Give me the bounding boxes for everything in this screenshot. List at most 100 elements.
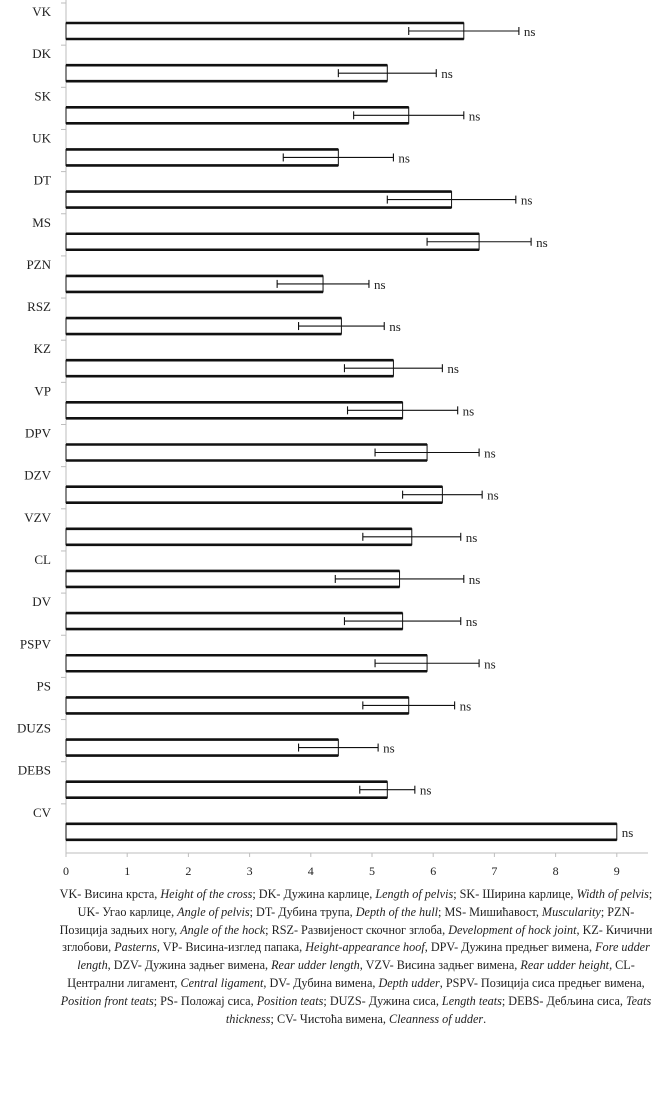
caption-text: , DZV- Дужина задњег вимена, [107,958,272,973]
caption-term-english: Muscularity [541,904,601,919]
category-label: RSZ [27,299,51,314]
caption-text: , PSPV- Позиција сиса предњег вимена, [439,975,645,990]
caption-term-english: Height of the cross [160,887,253,901]
significance-label: ns [466,614,478,629]
bar [65,486,443,504]
caption-text: ; DK- Дужина карлице, [252,887,376,901]
bar [65,823,618,841]
significance-label: ns [441,66,453,81]
caption-text: ; PZN- Позиција задњих ногу, [59,904,635,937]
category-label: DZV [24,468,51,483]
caption-term-english: Depth of the hull [355,904,439,919]
category-label: UK [32,130,51,145]
caption-text: , KZ- Кичични зглобови, [62,922,652,955]
significance-label: ns [447,361,459,376]
figure-caption: VK- Висина крста, Height of the cross; D… [58,886,652,1028]
bar [65,781,388,799]
category-label: PZN [26,257,51,272]
bar [65,654,428,672]
category-label: CV [33,805,52,820]
significance-label: ns [622,825,634,840]
caption-text: ; DT- Дубина трупа, [249,904,356,919]
caption-text: , CL- Централни лигамент, [67,958,635,990]
category-label: DV [32,594,51,609]
significance-label: ns [374,277,386,292]
caption-text: VK- Висина крста, [59,887,161,901]
x-tick-label: 9 [614,864,620,878]
caption-term-english: Angle of pelvis [177,904,250,919]
x-tick-label: 2 [185,864,191,878]
caption-term-english: Position front teats [60,993,154,1008]
x-tick-label: 1 [124,864,130,878]
caption-text: ; MS- Мишићавост, [438,904,542,919]
significance-label: ns [398,150,410,165]
caption-term-english: Pasterns [114,940,157,955]
category-label: DK [32,46,51,61]
caption-term-english: Rear udder length [271,958,360,973]
category-label: PSPV [20,636,52,651]
caption-text: , VP- Висина-изглед папака, [156,940,306,955]
x-tick-label: 4 [308,864,314,878]
significance-label: ns [469,572,481,587]
significance-label: ns [484,446,496,461]
x-tick-label: 6 [430,864,436,878]
category-label: PS [37,678,51,693]
significance-label: ns [536,235,548,250]
category-label: VP [34,383,51,398]
bar [65,22,465,40]
category-label: DUZS [17,721,51,736]
category-label: CL [34,552,51,567]
x-tick-label: 0 [63,864,69,878]
significance-label: ns [487,488,499,503]
caption-text: ; CV- Чистоћа вимена, [270,1011,389,1026]
caption-text: . [483,1011,487,1026]
caption-term-english: Depth udder [378,975,440,990]
category-label: DEBS [18,763,51,778]
significance-label: ns [463,403,475,418]
bar [65,233,480,251]
caption-text: ; SK- Ширина карлице, [453,887,577,901]
bar-chart: 0 1 2 3 4 5 6 7 8 9 VK ns DK ns SK ns UK ns DT ns MS ns PZN ns R… [17,0,648,878]
significance-label: ns [524,24,536,39]
x-tick-label: 3 [247,864,253,878]
bar [65,739,339,757]
caption-text: ; UK- Угао карлице, [77,887,652,919]
significance-label: ns [383,741,395,756]
caption-term-english: Rear udder height [520,958,610,973]
caption-text: ; PS- Положај сиса, [153,993,257,1008]
caption-term-english: Central ligament [180,975,264,990]
category-label: DT [34,173,51,188]
caption-text: , VZV- Висина задњег вимена, [359,958,521,973]
category-label: MS [32,215,51,230]
caption-term-english: Length of pelvis [375,887,454,901]
significance-label: ns [469,108,481,123]
x-tick-label: 7 [491,864,497,878]
significance-label: ns [466,530,478,545]
significance-label: ns [389,319,401,334]
caption-term-english: Width of pelvis [576,887,649,901]
caption-term-english: Length teats [441,993,502,1008]
caption-term-english: Position teats [256,993,324,1008]
x-tick-label: 8 [553,864,559,878]
bar [65,528,413,546]
caption-term-english: Angle of the hock [180,922,266,937]
category-label: SK [34,88,51,103]
significance-label: ns [484,656,496,671]
caption-term-english: Teats thickness [225,993,652,1026]
significance-label: ns [460,698,472,713]
significance-label: ns [521,193,533,208]
x-tick-label: 5 [369,864,375,878]
bar [65,696,410,714]
caption-text: , DV- Дубина вимена, [263,975,379,990]
category-label: VZV [24,510,51,525]
significance-label: ns [420,783,432,798]
category-label: DPV [25,426,52,441]
caption-term-english: Height-appearance hoof [305,940,425,955]
caption-term-english: Cleanness of udder [388,1011,484,1026]
caption-text: ; DUZS- Дужина сиса, [323,993,442,1008]
bar [65,444,428,461]
caption-text: ; RSZ- Развијеност скочног зглоба, [265,922,449,937]
caption-text: ; DEBS- Дебљина сиса, [501,993,626,1008]
category-label: VK [32,4,51,19]
caption-term-english: Development of hock joint [448,922,577,937]
